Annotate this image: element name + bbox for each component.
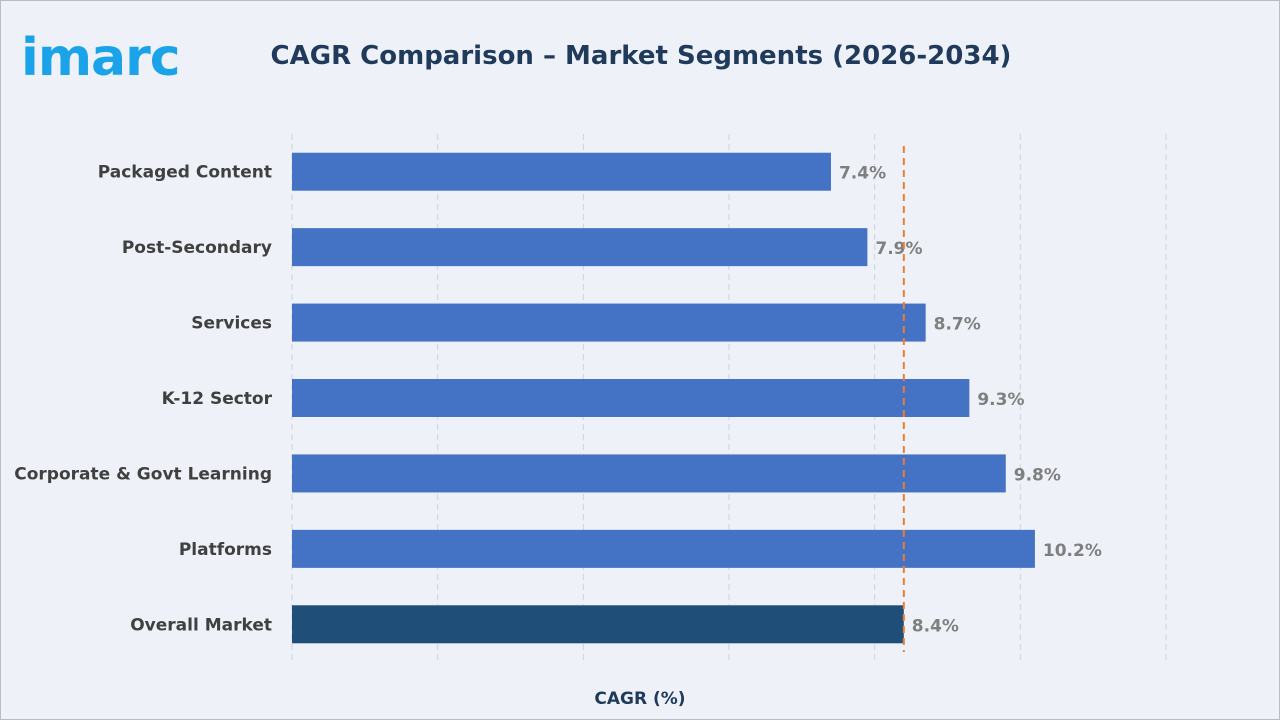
bar-4 xyxy=(292,454,1006,493)
category-label-5: Platforms xyxy=(179,540,272,560)
bar-1 xyxy=(292,228,868,267)
bar-2 xyxy=(292,303,926,342)
category-label-2: Services xyxy=(191,314,272,334)
bar-6 xyxy=(292,605,904,644)
category-label-0: Packaged Content xyxy=(98,163,272,183)
value-label-5: 10.2% xyxy=(1043,541,1102,561)
value-label-3: 9.3% xyxy=(977,390,1024,410)
imarc-logo: imarc xyxy=(21,31,181,88)
category-label-6: Overall Market xyxy=(130,615,272,635)
value-label-6: 8.4% xyxy=(912,616,959,636)
bar-3 xyxy=(292,379,970,417)
value-label-2: 8.7% xyxy=(934,315,981,335)
category-label-3: K-12 Sector xyxy=(162,389,273,409)
value-label-1: 7.9% xyxy=(875,239,922,259)
value-label-0: 7.4% xyxy=(839,164,886,184)
category-label-1: Post-Secondary xyxy=(122,238,272,258)
bar-0 xyxy=(292,152,831,191)
category-label-4: Corporate & Govt Learning xyxy=(14,464,272,484)
logo-text: imarc xyxy=(21,31,180,88)
bar-5 xyxy=(292,529,1035,568)
value-label-4: 9.8% xyxy=(1014,465,1061,485)
chart-title: CAGR Comparison – Market Segments (2026-… xyxy=(270,41,1012,71)
x-axis-title: CAGR (%) xyxy=(594,689,685,709)
